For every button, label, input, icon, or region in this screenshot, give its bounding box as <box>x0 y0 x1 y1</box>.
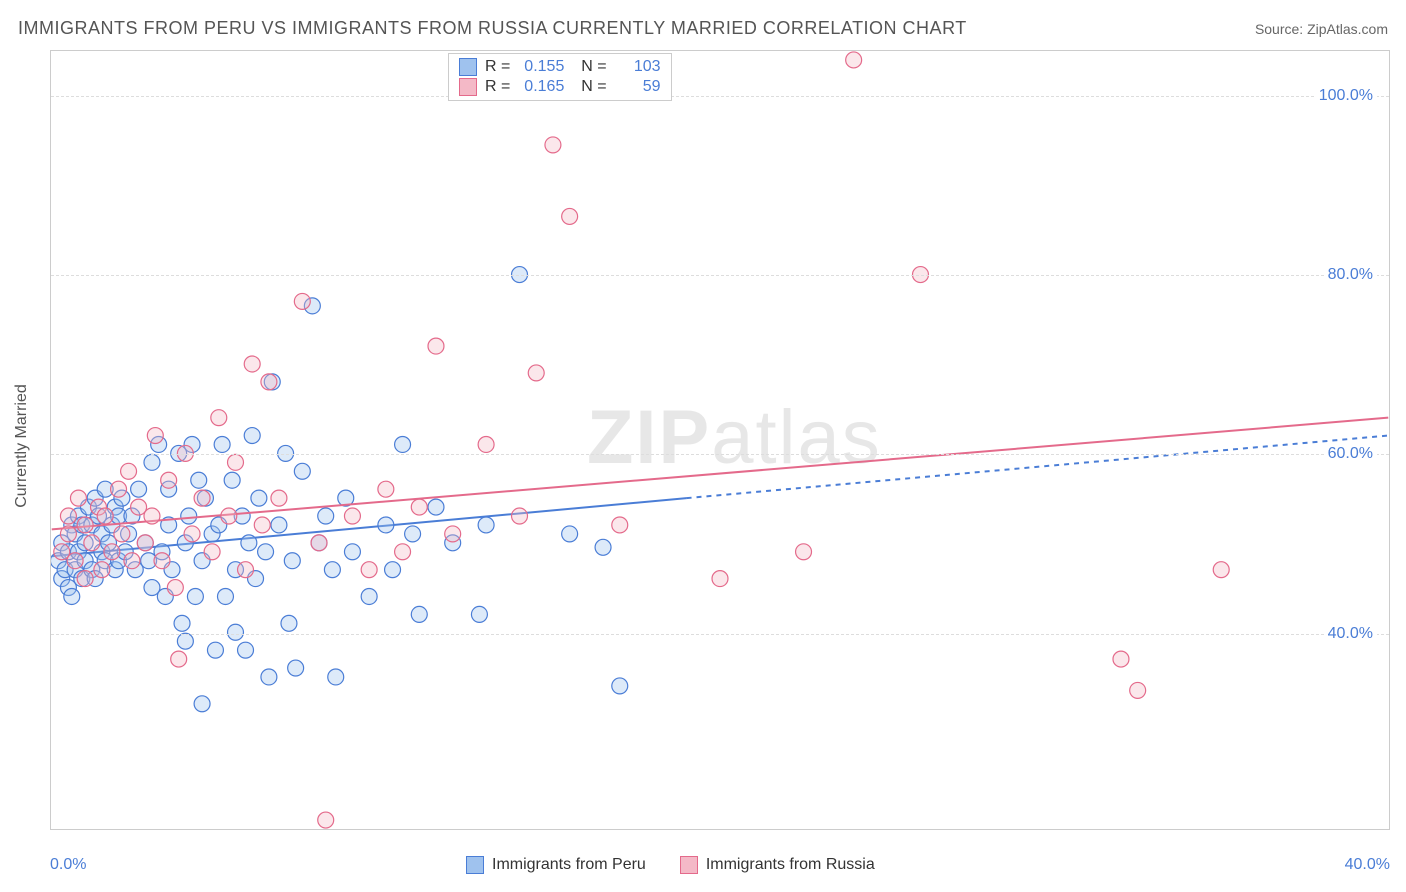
legend-series-label: Immigrants from Peru <box>492 856 646 874</box>
y-axis-label: Currently Married <box>13 384 31 508</box>
legend-n-label: N = <box>572 78 606 96</box>
legend-n-value: 59 <box>615 78 661 96</box>
chart-svg <box>51 51 1389 829</box>
y-tick-label: 100.0% <box>1315 87 1377 105</box>
legend-swatch <box>680 856 698 874</box>
chart-title: IMMIGRANTS FROM PERU VS IMMIGRANTS FROM … <box>18 18 967 39</box>
source-label: Source: ZipAtlas.com <box>1255 21 1388 37</box>
legend-r-value: 0.165 <box>518 78 564 96</box>
legend-r-label: R = <box>485 78 510 96</box>
legend-n-label: N = <box>572 58 606 76</box>
x-tick <box>51 829 52 830</box>
gridline <box>51 634 1389 635</box>
legend-n-value: 103 <box>615 58 661 76</box>
legend-correlation-row: R = 0.165 N = 59 <box>459 78 661 96</box>
x-tick <box>1056 829 1057 830</box>
gridline <box>51 275 1389 276</box>
gridline <box>51 454 1389 455</box>
legend-series-item: Immigrants from Russia <box>680 856 875 874</box>
x-tick <box>219 829 220 830</box>
x-tick <box>889 829 890 830</box>
y-tick-label: 40.0% <box>1324 625 1377 643</box>
gridline <box>51 96 1389 97</box>
legend-series: Immigrants from Peru Immigrants from Russ… <box>466 856 875 874</box>
legend-correlation-row: R = 0.155 N = 103 <box>459 58 661 76</box>
x-tick <box>386 829 387 830</box>
legend-series-label: Immigrants from Russia <box>706 856 875 874</box>
x-tick <box>1224 829 1225 830</box>
legend-swatch <box>459 58 477 76</box>
x-tick <box>554 829 555 830</box>
legend-swatch <box>466 856 484 874</box>
legend-r-label: R = <box>485 58 510 76</box>
y-tick-label: 60.0% <box>1324 445 1377 463</box>
title-bar: IMMIGRANTS FROM PERU VS IMMIGRANTS FROM … <box>18 18 1388 39</box>
legend-series-item: Immigrants from Peru <box>466 856 646 874</box>
x-tick-label: 40.0% <box>1345 856 1390 874</box>
legend-correlation: R = 0.155 N = 103 R = 0.165 N = 59 <box>448 53 672 101</box>
x-tick <box>721 829 722 830</box>
x-tick-label: 0.0% <box>50 856 86 874</box>
y-tick-label: 80.0% <box>1324 266 1377 284</box>
legend-swatch <box>459 78 477 96</box>
plot-area: ZIPatlas 40.0%60.0%80.0%100.0% <box>50 50 1390 830</box>
legend-r-value: 0.155 <box>518 58 564 76</box>
